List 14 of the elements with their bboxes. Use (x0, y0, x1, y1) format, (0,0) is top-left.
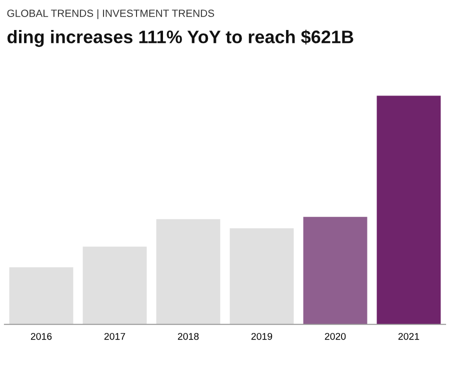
bar (156, 219, 220, 324)
bar (303, 216, 368, 324)
bar (82, 246, 147, 324)
chart-subtitle: GLOBAL TRENDS | INVESTMENT TRENDS (7, 9, 214, 20)
x-tick-label: 2020 (324, 332, 346, 340)
x-tick-label: 2016 (30, 332, 52, 340)
bar (376, 96, 441, 324)
x-tick-label: 2019 (251, 332, 272, 340)
x-tick-label: 2017 (104, 332, 126, 340)
x-tick-label: 2021 (398, 332, 420, 340)
chart-title: ding increases 111% YoY to reach $621B (7, 30, 354, 47)
x-tick-label: 2018 (178, 332, 199, 340)
bar (9, 267, 74, 324)
bar (230, 228, 294, 324)
